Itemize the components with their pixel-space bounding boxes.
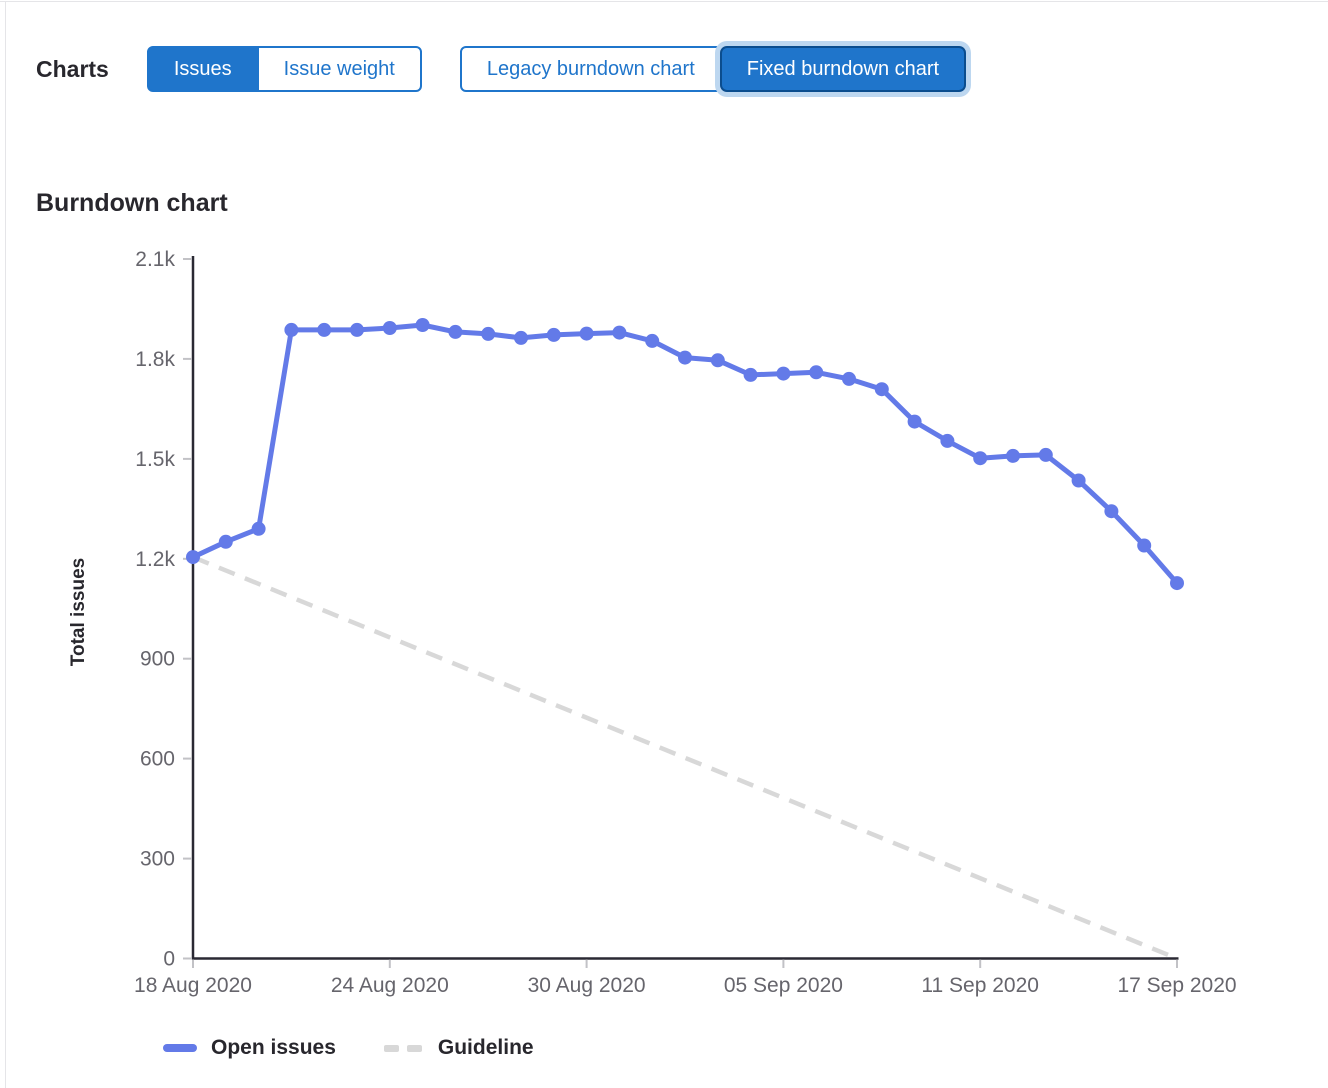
x-tick-label: 05 Sep 2020 xyxy=(724,974,843,997)
data-point[interactable] xyxy=(678,350,692,365)
data-point[interactable] xyxy=(218,534,233,549)
data-point[interactable] xyxy=(612,325,627,340)
data-point[interactable] xyxy=(710,353,725,368)
data-point[interactable] xyxy=(1038,447,1053,462)
guideline-swatch-icon xyxy=(383,1044,422,1052)
data-point[interactable] xyxy=(186,550,200,565)
x-tick-label: 11 Sep 2020 xyxy=(921,974,1039,997)
data-point[interactable] xyxy=(382,321,397,335)
burndown-chart-title: Burndown chart xyxy=(36,188,228,217)
data-point[interactable] xyxy=(776,366,791,381)
chart-type-toggle-group: Legacy burndown chart Fixed burndown cha… xyxy=(459,46,967,92)
data-point[interactable] xyxy=(1104,504,1119,519)
data-point[interactable] xyxy=(317,322,332,337)
y-tick-label: 1.5k xyxy=(135,448,175,471)
open-issues-swatch-icon xyxy=(163,1044,197,1052)
guideline-series xyxy=(192,555,1178,961)
y-tick-label: 1.2k xyxy=(135,548,175,571)
data-point[interactable] xyxy=(481,326,496,341)
panel-left-border xyxy=(5,2,6,1088)
y-tick-label: 0 xyxy=(163,948,175,971)
data-point[interactable] xyxy=(284,322,299,337)
data-point[interactable] xyxy=(579,326,594,341)
x-tick-label: 17 Sep 2020 xyxy=(1117,974,1236,997)
y-axis-title: Total issues xyxy=(68,557,89,667)
charts-toolbar: Charts Issues Issue weight Legacy burndo… xyxy=(36,46,1004,92)
data-point[interactable] xyxy=(546,327,561,342)
y-tick-label: 900 xyxy=(140,648,175,671)
data-point[interactable] xyxy=(940,433,955,448)
y-tick-label: 1.8k xyxy=(135,348,175,371)
y-tick-label: 300 xyxy=(140,848,175,871)
x-tick-label: 18 Aug 2020 xyxy=(134,974,252,997)
charts-toolbar-label: Charts xyxy=(36,56,109,82)
data-point[interactable] xyxy=(973,451,988,466)
data-point[interactable] xyxy=(809,365,824,380)
data-point[interactable] xyxy=(1071,473,1086,488)
data-point[interactable] xyxy=(842,371,856,386)
toggle-legacy-burndown-button[interactable]: Legacy burndown chart xyxy=(459,46,722,92)
toggle-issues-button[interactable]: Issues xyxy=(146,46,259,92)
data-point[interactable] xyxy=(743,367,758,382)
data-point[interactable] xyxy=(514,330,528,345)
data-point[interactable] xyxy=(415,318,430,332)
data-point[interactable] xyxy=(1137,538,1152,553)
data-point[interactable] xyxy=(874,382,889,397)
legend-item-open-issues: Open issues xyxy=(163,1036,336,1060)
data-point[interactable] xyxy=(251,521,266,536)
panel-top-border xyxy=(0,1,1328,2)
legend-label-open-issues: Open issues xyxy=(211,1036,336,1059)
y-tick-label: 600 xyxy=(140,748,175,771)
data-point[interactable] xyxy=(645,333,660,348)
y-tick-label: 2.1k xyxy=(135,248,175,271)
chart-legend: Open issues Guideline xyxy=(163,1036,534,1060)
legend-label-guideline: Guideline xyxy=(437,1036,534,1059)
data-point[interactable] xyxy=(1170,576,1184,591)
x-tick-label: 30 Aug 2020 xyxy=(528,974,646,997)
data-point[interactable] xyxy=(448,324,463,339)
legend-item-guideline: Guideline xyxy=(383,1036,534,1060)
data-point[interactable] xyxy=(350,322,364,337)
toggle-fixed-burndown-button[interactable]: Fixed burndown chart xyxy=(719,46,967,92)
x-tick-label: 24 Aug 2020 xyxy=(331,974,449,997)
issue-type-toggle-group: Issues Issue weight xyxy=(146,46,422,92)
data-point[interactable] xyxy=(1006,448,1020,463)
data-point[interactable] xyxy=(907,414,922,429)
